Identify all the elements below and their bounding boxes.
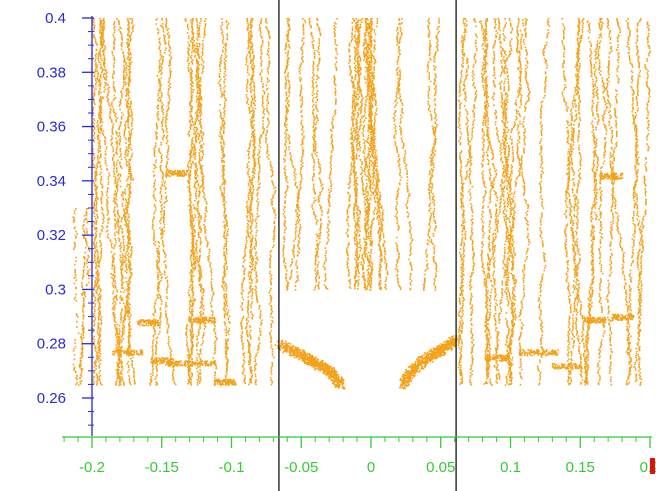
y-tick-label: 0.4 — [45, 10, 66, 27]
scatter-points — [72, 18, 651, 390]
x-tick-label: 0.05 — [426, 459, 455, 476]
x-tick-label: -0.05 — [284, 459, 318, 476]
y-tick-label: 0.28 — [37, 336, 66, 353]
x-tick-label: -0.15 — [145, 459, 179, 476]
y-tick-label: 0.36 — [37, 119, 66, 136]
x-tick-label: 0.15 — [566, 459, 595, 476]
y-tick-label: 0.3 — [45, 281, 66, 298]
edge-marker — [650, 458, 655, 474]
x-tick-label: 0 — [367, 459, 375, 476]
y-tick-label: 0.34 — [37, 173, 66, 190]
y-tick-label: 0.32 — [37, 227, 66, 244]
vertical-reference-lines — [278, 0, 457, 491]
x-tick-label: 0.1 — [500, 459, 521, 476]
y-tick-label: 0.38 — [37, 64, 66, 81]
y-tick-label: 0.26 — [37, 390, 66, 407]
x-tick-label: -0.2 — [79, 459, 105, 476]
y-axis: 0.26 0.28 0.3 0.32 0.34 0.36 0.38 0.4 — [37, 10, 94, 436]
x-tick-label: -0.1 — [219, 459, 245, 476]
